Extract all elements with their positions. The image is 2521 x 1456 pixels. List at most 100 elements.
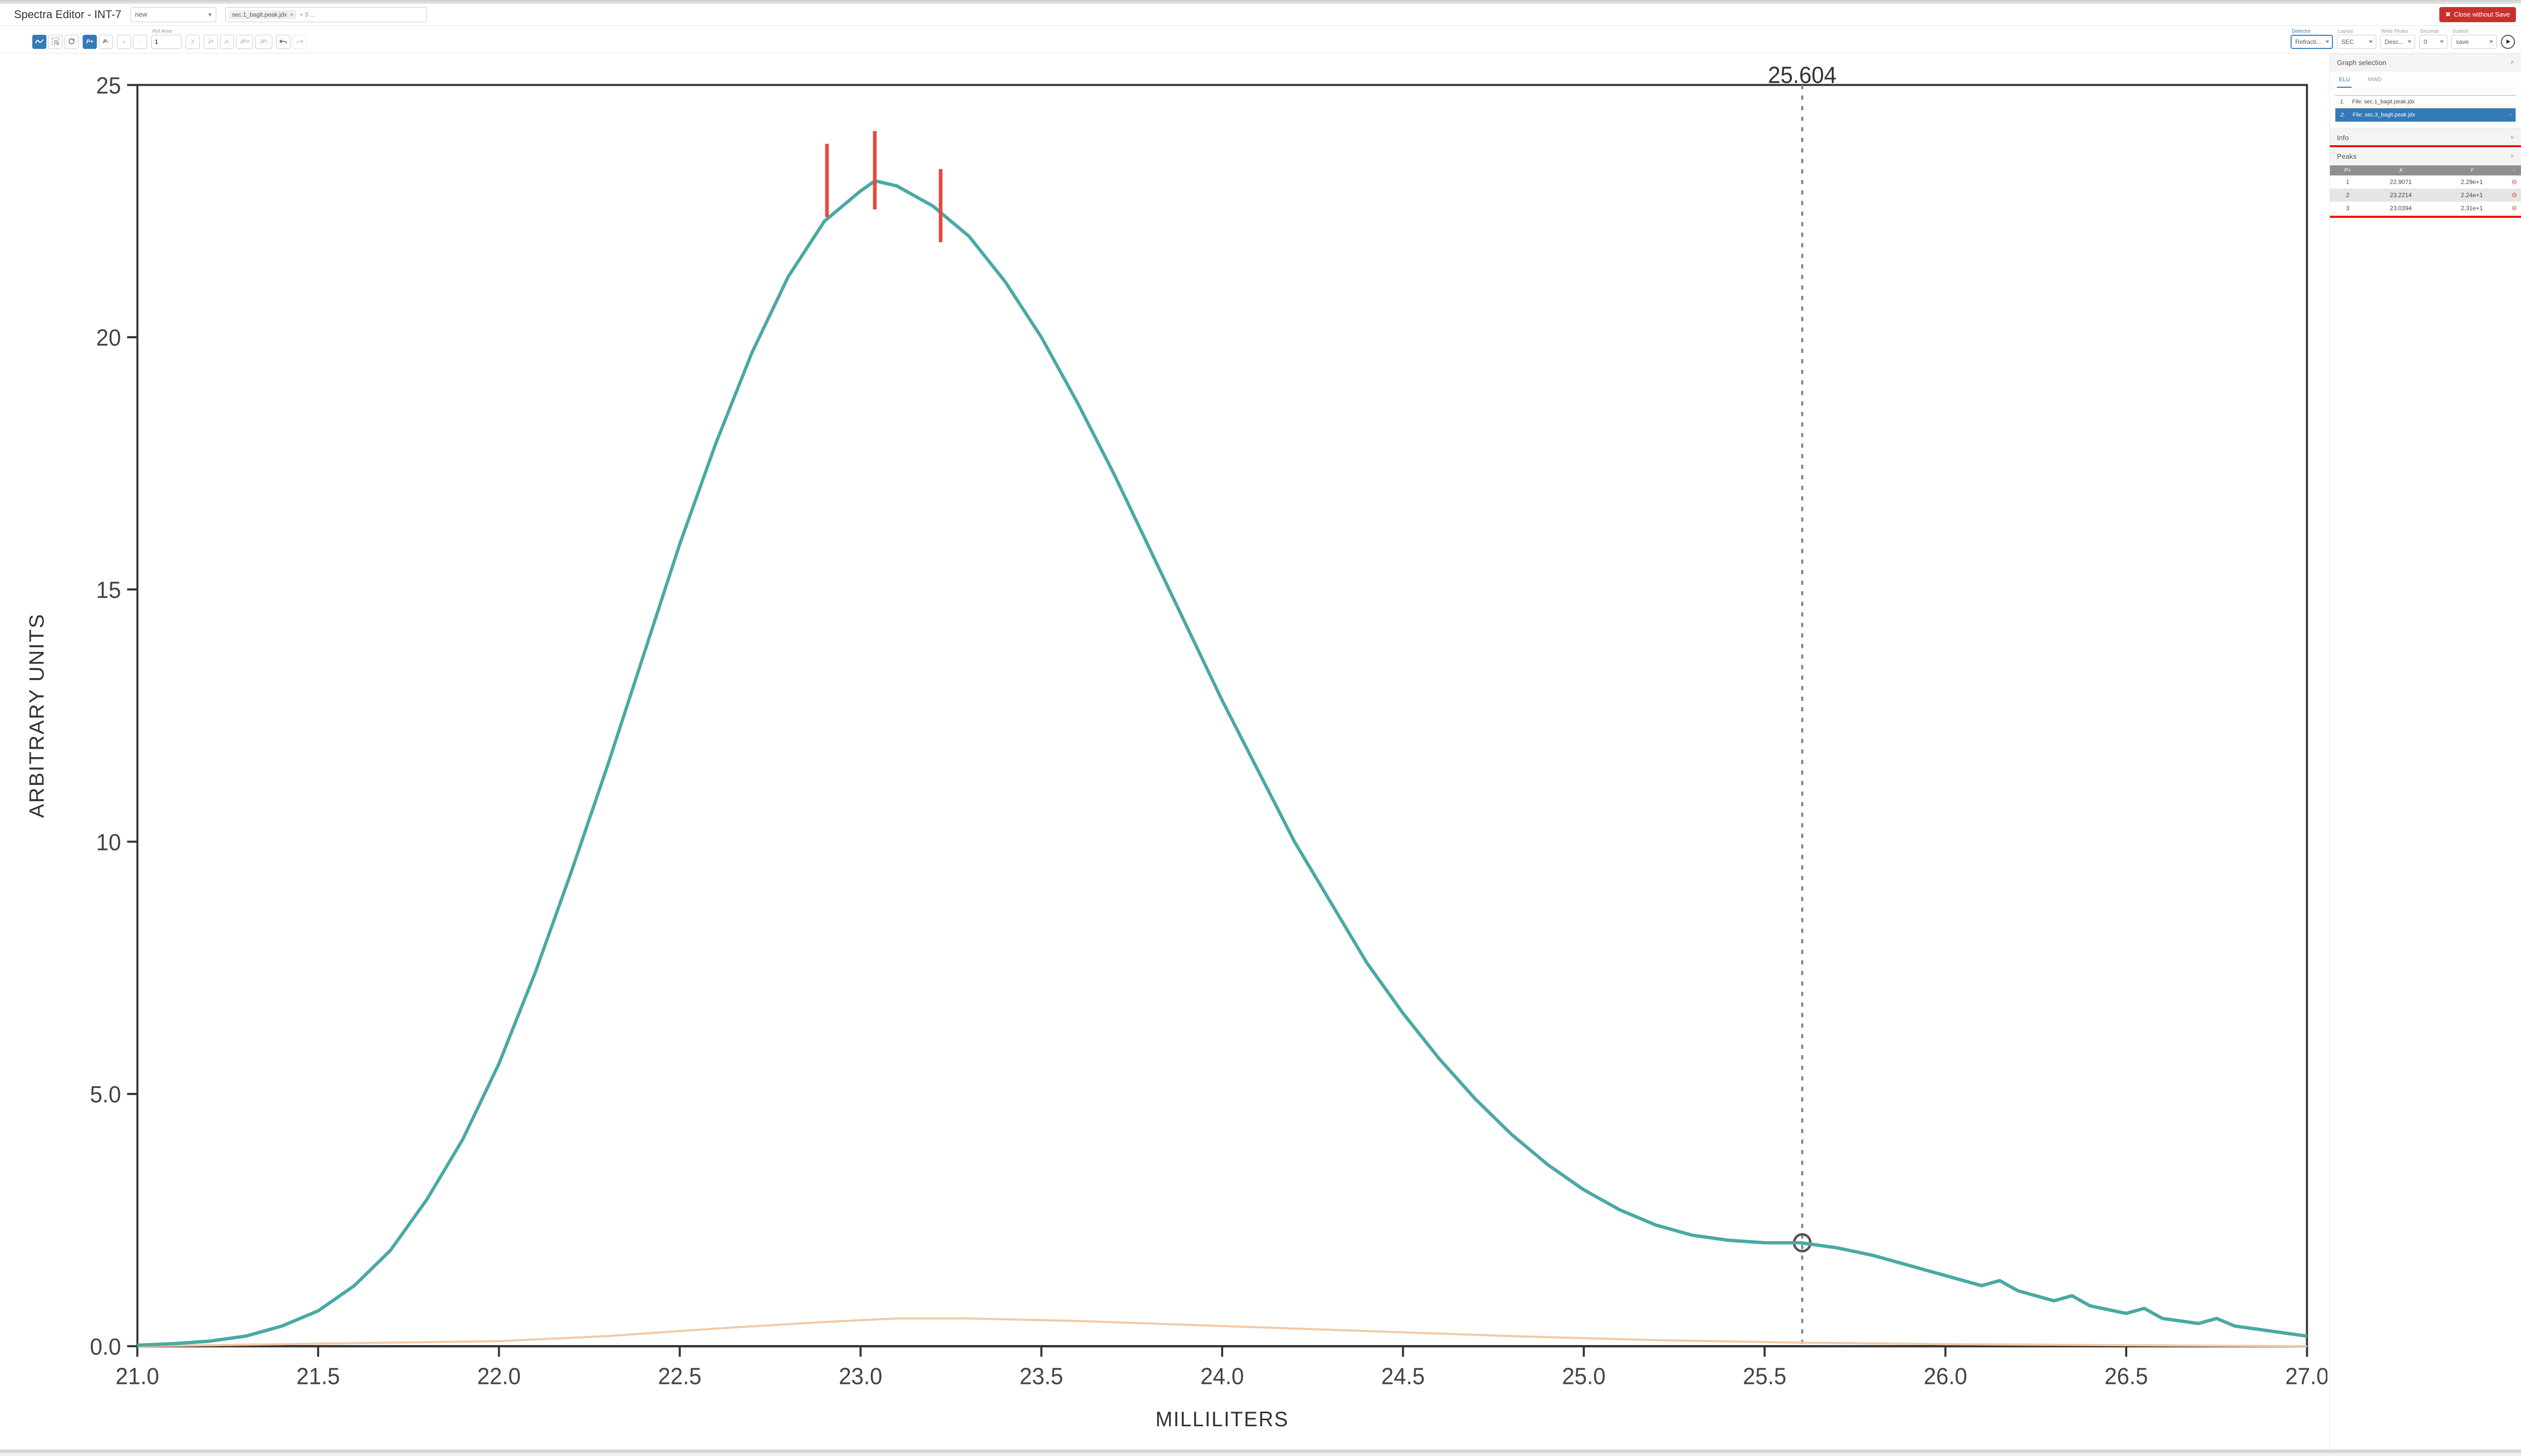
- layout-label: Layout: [2337, 29, 2376, 34]
- header-bar: Spectra Editor - INT-7 new ▾ sec.1_bagit…: [0, 4, 2521, 26]
- tab-elu[interactable]: ELU: [2337, 73, 2352, 88]
- ref-area-field: Ref Area: [151, 29, 182, 49]
- open-files-more[interactable]: + 3 ...: [299, 11, 315, 18]
- detector-label: Detector: [2291, 29, 2332, 34]
- undo-icon: [279, 38, 287, 46]
- delete-peak-icon[interactable]: ⊖: [2511, 204, 2517, 212]
- minus-button[interactable]: -: [133, 35, 147, 49]
- peaks-cell-y: 2.24e+1: [2436, 189, 2507, 202]
- pm-tools: + -: [117, 35, 147, 49]
- peaks-col-x[interactable]: X: [2365, 165, 2436, 175]
- submit-label: Submit: [2451, 29, 2497, 34]
- ref-area-input[interactable]: [151, 35, 182, 49]
- svg-text:0.0: 0.0: [90, 1333, 121, 1360]
- tab-mwd[interactable]: MWD: [2366, 73, 2384, 88]
- peaks-cell-x: 23.2214: [2365, 189, 2436, 202]
- delete-peak-icon[interactable]: ⊖: [2511, 178, 2517, 186]
- close-icon[interactable]: ×: [290, 11, 293, 18]
- submit-field: Submit save: [2451, 29, 2497, 49]
- graph-file-list: 1.File: sec.1_bagit.peak.jdx2.File: sec.…: [2330, 88, 2521, 128]
- peaks-col-y[interactable]: Y: [2436, 165, 2507, 175]
- j-minus-button[interactable]: J-: [220, 35, 234, 49]
- detector-value: Refracti...: [2295, 38, 2321, 45]
- j-tools: J+ J- JP+ JP-: [204, 35, 272, 49]
- svg-text:26.0: 26.0: [1924, 1363, 1967, 1389]
- decimal-select[interactable]: 0: [2419, 35, 2447, 49]
- peaks-cell-y: 2.29e+1: [2436, 175, 2507, 189]
- write-peaks-select[interactable]: Desc...: [2380, 35, 2415, 49]
- svg-text:23.5: 23.5: [1019, 1363, 1063, 1389]
- close-without-save-label: Close without Save: [2454, 11, 2510, 18]
- jp-plus-button[interactable]: JP+: [236, 35, 253, 49]
- decimal-value: 0: [2424, 38, 2427, 45]
- refresh-icon: [68, 38, 75, 46]
- undo-button[interactable]: [276, 35, 290, 49]
- peaks-col-del[interactable]: -: [2507, 165, 2521, 175]
- peaks-row[interactable]: 122.90712.29e+1⊖: [2330, 175, 2521, 189]
- layout-select[interactable]: SEC: [2337, 35, 2376, 49]
- submit-value: save: [2456, 38, 2469, 45]
- graph-selection-panel: Graph selection ˄ ELU MWD 1.File: sec.1_…: [2330, 53, 2521, 129]
- detector-select[interactable]: Refracti...: [2291, 35, 2332, 49]
- graph-subtabs: ELU MWD: [2330, 72, 2521, 88]
- open-file-chip-label: sec.1_bagit.peak.jdx: [232, 11, 287, 18]
- svg-text:15: 15: [96, 577, 121, 603]
- svg-text:24.5: 24.5: [1381, 1363, 1424, 1389]
- open-files-bar[interactable]: sec.1_bagit.peak.jdx × + 3 ...: [225, 7, 427, 22]
- run-field: [2501, 29, 2515, 49]
- peaks-cell-p: 3: [2330, 202, 2365, 215]
- svg-text:5.0: 5.0: [90, 1081, 121, 1108]
- submit-select[interactable]: save: [2451, 35, 2497, 49]
- peaks-title: Peaks: [2337, 152, 2357, 160]
- graph-selection-header[interactable]: Graph selection ˄: [2330, 53, 2521, 72]
- peaks-row[interactable]: 323.03942.31e+1⊖: [2330, 202, 2521, 215]
- redo-button[interactable]: [292, 35, 307, 49]
- toolbar: P+ P- + - Ref Area X J+ J- JP+ JP-: [0, 26, 2521, 53]
- jp-minus-button[interactable]: JP-: [255, 35, 272, 49]
- peaks-col-p[interactable]: P+: [2330, 165, 2365, 175]
- write-peaks-label: Write Peaks: [2380, 29, 2415, 34]
- svg-text:20: 20: [96, 325, 121, 351]
- graph-file-row[interactable]: 2.File: sec.3_bagit.peak.jdx: [2335, 108, 2516, 122]
- right-sidebar: Graph selection ˄ ELU MWD 1.File: sec.1_…: [2329, 53, 2521, 1449]
- peaks-cell-p: 2: [2330, 189, 2365, 202]
- peaks-header[interactable]: Peaks ˄: [2330, 147, 2521, 165]
- graph-selection-title: Graph selection: [2337, 58, 2386, 67]
- svg-text:26.5: 26.5: [2105, 1363, 2148, 1389]
- run-submit-button[interactable]: [2501, 35, 2515, 49]
- graph-file-row[interactable]: 1.File: sec.1_bagit.peak.jdx: [2335, 95, 2516, 108]
- spectrum-chart[interactable]: 0.05.01015202521.021.522.022.523.023.524…: [0, 53, 2329, 1449]
- delete-peak-icon[interactable]: ⊖: [2511, 191, 2517, 199]
- peaks-cell-x: 22.9071: [2365, 175, 2436, 189]
- mode-select[interactable]: new ▾: [131, 7, 216, 22]
- page-title: Spectra Editor - INT-7: [14, 8, 122, 21]
- svg-text:ARBITRARY UNITS: ARBITRARY UNITS: [25, 613, 48, 818]
- detector-field: Detector Refracti...: [2291, 29, 2332, 49]
- svg-text:22.0: 22.0: [477, 1363, 520, 1389]
- peaks-table: P+ X Y - 122.90712.29e+1⊖223.22142.24e+1…: [2330, 165, 2521, 215]
- peaks-row[interactable]: 223.22142.24e+1 ⊖: [2330, 189, 2521, 202]
- graph-file-index: 2.: [2340, 112, 2348, 118]
- x-button[interactable]: X: [186, 35, 200, 49]
- reset-zoom-button[interactable]: [65, 35, 79, 49]
- info-panel: Info ˅: [2330, 129, 2521, 147]
- open-file-chip[interactable]: sec.1_bagit.peak.jdx ×: [229, 10, 296, 19]
- play-icon: [2505, 38, 2511, 46]
- svg-text:21.0: 21.0: [115, 1363, 159, 1389]
- plus-button[interactable]: +: [117, 35, 131, 49]
- undo-redo: [276, 35, 307, 49]
- j-plus-button[interactable]: J+: [204, 35, 218, 49]
- svg-text:23.0: 23.0: [839, 1363, 882, 1389]
- zoom-region-button[interactable]: [48, 35, 63, 49]
- chevron-down-icon: ▾: [208, 11, 212, 19]
- svg-text:21.5: 21.5: [296, 1363, 340, 1389]
- peak-add-button[interactable]: P+: [83, 35, 97, 49]
- svg-text:10: 10: [96, 829, 121, 856]
- spectrum-tool-button[interactable]: [32, 35, 46, 49]
- info-header[interactable]: Info ˅: [2330, 129, 2521, 147]
- chevron-up-icon: ˄: [2510, 59, 2514, 66]
- svg-text:24.0: 24.0: [1201, 1363, 1244, 1389]
- peak-remove-button[interactable]: P-: [99, 35, 113, 49]
- close-without-save-button[interactable]: ✖ Close without Save: [2439, 7, 2516, 22]
- peak-tools: P+ P-: [83, 35, 113, 49]
